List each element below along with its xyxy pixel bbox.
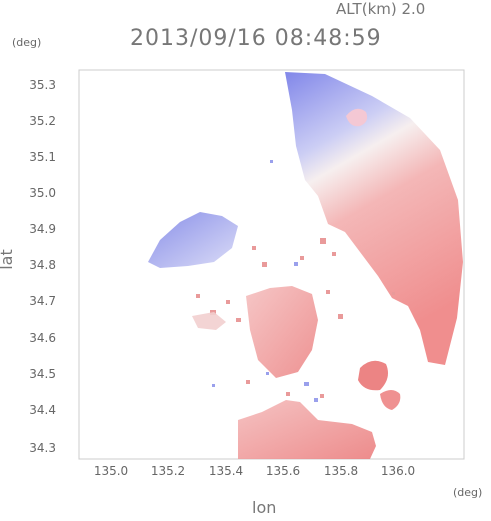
x-tick-label: 135.4 (208, 464, 244, 478)
x-tick-label: 135.8 (323, 464, 359, 478)
echo-region-west (148, 212, 238, 268)
y-tick-label: 34.3 (29, 441, 56, 455)
y-unit-label: (deg) (12, 36, 42, 49)
timestamp: 2013/09/16 08:48:59 (130, 26, 382, 51)
y-tick-label: 35.0 (29, 186, 56, 200)
x-tick-label: 136.0 (380, 464, 416, 478)
y-tick-label: 34.5 (29, 367, 56, 381)
y-tick-label: 35.2 (29, 114, 56, 128)
x-axis-label: lon (252, 498, 277, 517)
x-tick-label: 135.2 (150, 464, 186, 478)
y-tick-label: 35.1 (29, 150, 56, 164)
echo-region-central (246, 286, 318, 378)
altitude-label: ALT(km) 2.0 (336, 0, 426, 18)
y-tick-label: 34.7 (29, 294, 56, 308)
y-tick-label: 34.6 (29, 331, 56, 345)
echo-patch-west-pink (192, 312, 226, 330)
y-tick-label: 34.9 (29, 222, 56, 236)
y-tick-label: 34.4 (29, 403, 56, 417)
x-tick-label: 135.6 (265, 464, 301, 478)
echo-region-east (285, 72, 463, 365)
echo-speckles-blue (212, 160, 318, 402)
x-unit-label: (deg) (453, 486, 483, 499)
echo-patch-southeast (380, 390, 401, 410)
echo-region-south (238, 400, 376, 459)
echo-patch-north (346, 108, 368, 127)
x-tick-label: 135.0 (93, 464, 129, 478)
y-tick-label: 35.3 (29, 78, 56, 92)
echo-patch-east (358, 360, 388, 391)
y-tick-label: 34.8 (29, 258, 56, 272)
